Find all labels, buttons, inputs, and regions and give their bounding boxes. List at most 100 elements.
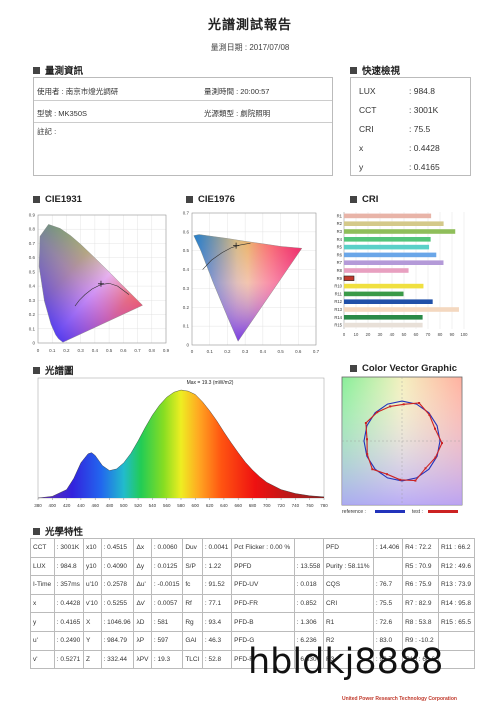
optics-cell: : 0.018 [293,575,324,595]
spectrum-x-tick: 400 [49,503,57,508]
cie1931-x-tick: 0 [37,348,40,353]
cvg-legend-reference-swatch [375,510,405,513]
section-quick: 快速檢視 [350,63,400,77]
cvg-test-point [414,479,417,482]
optics-cell: : 46.3 [201,630,233,651]
info-time: 量測時間 : 20:00:57 [204,87,270,96]
optics-cell: : 1.306 [293,612,324,632]
cie1976-y-tick: 0.2 [183,305,190,310]
cri-category-label: R9 [337,276,343,281]
cvg-test-point [402,403,405,406]
optics-cell: : 52.8 [201,649,233,670]
optics-row: y: 0.4165 X: 1046.96 λD: 581 Rg: 93.4 PFD-B:… [30,612,476,632]
optics-cell: Δv' [133,593,152,614]
cvg-test-point [428,413,431,416]
info-light-type: 光源類型 : 劇院照明 [204,109,271,118]
optics-cell: λPV [133,649,152,670]
optics-cell: : 77.1 [201,593,233,614]
footer-brand: United Power Research Technology Corpora… [342,696,457,702]
cie1976-x-tick: 0 [191,349,194,354]
optics-cell: : 72.6 [372,612,404,632]
optics-cell: : 1046.96 [100,612,135,632]
cri-x-tick: 20 [366,332,371,337]
optics-cell: : 0.0125 [150,556,184,577]
cie1931-x-tick: 0.1 [49,348,56,353]
cie1976-x-tick: 0.3 [242,349,249,354]
optics-cell: : 0.0041 [201,538,233,558]
spectrum-x-tick: 680 [249,503,257,508]
cie1976-y-tick: 0.6 [183,229,190,234]
optics-cell: CRI [322,593,374,614]
optics-cell: : 357ms [53,575,85,595]
optics-cell: Z [83,649,102,670]
optics-cell: : 6.830 [293,649,324,670]
cvg-test-point [364,422,367,424]
cri-x-tick: 100 [461,332,469,337]
spectrum-line [37,389,325,499]
section-cie1976: CIE1976 [186,194,235,205]
cie1931-y-tick: 0.7 [29,241,36,246]
spectrum-x-tick: 600 [192,503,200,508]
cri-bar [344,322,423,328]
optics-cell: Δu' [133,575,152,595]
cri-x-tick: 40 [390,332,395,337]
cie1931-x-tick: 0.2 [63,348,70,353]
section-info: 量測資訊 [33,63,83,77]
cri-category-label: R10 [334,284,342,289]
cvg-test-point [366,438,368,441]
cie1931-y-tick: 0.3 [29,298,36,303]
optics-cell: R3 [322,649,374,670]
cie1931-planckian-locus [74,282,130,307]
optics-cell: : -0.0015 [150,575,184,595]
cri-bar [343,275,355,281]
optics-cell: TLCI [182,649,203,670]
cie1931-x-tick: 0.8 [149,348,156,353]
cvg-test-point [441,442,443,445]
optics-cell: X [83,612,102,632]
cie1976-y-tick: 0.4 [183,267,190,272]
spectrum-area [38,390,324,498]
optics-cell: : 0.4515 [100,538,135,558]
spectrum-x-tick: 640 [220,503,228,508]
optics-cell: LUX [30,556,55,577]
optics-row: u': 0.2490 Y: 984.79 λP: 597 GAI: 46.3 PFD-G… [30,630,476,651]
cri-category-label: R11 [335,291,343,296]
optics-cell: : 91.52 [201,575,233,595]
optics-cell: Y [83,630,102,651]
optics-cell: x10 [83,538,102,558]
spectrum-x-tick: 480 [106,503,114,508]
spectrum-x-tick: 460 [91,503,99,508]
optics-cell: x [30,593,55,614]
cie1976-planckian-locus [202,242,251,270]
optics-cell: GAI [182,630,203,651]
cri-bar [344,299,433,304]
cri-bar [344,213,432,219]
optics-cell: : 0.5255 [100,593,135,614]
optics-cell: : 76.7 [372,575,404,595]
cvg-test-point [434,427,436,430]
spectrum-x-tick: 760 [306,503,314,508]
spectrum-x-tick: 500 [120,503,128,508]
optics-cell: : 0.2490 [53,630,85,651]
cri-bar [344,283,424,289]
report-title: 光譜測試報告 [207,17,292,32]
optics-cell: : 0.4090 [100,556,135,577]
optics-cell: u'10 [83,575,102,595]
cvg-test-point [371,468,374,471]
optics-cell: λP [133,630,152,651]
spectrum-x-tick: 700 [263,503,271,508]
cie1931-y-tick: 0.6 [29,255,36,260]
cri-category-label: R7 [337,260,343,265]
spectrum-x-tick: 780 [320,503,328,508]
cie1976-x-tick: 0.5 [277,349,284,354]
spectrum-x-tick: 580 [177,503,185,508]
optics-cell: λD [133,612,152,632]
watermark: hbldkj8888 [248,642,444,682]
cri-category-label: R13 [334,307,342,312]
cri-category-label: R5 [337,245,343,250]
optics-cell: y10 [83,556,102,577]
optics-cell: CCT [30,538,55,558]
cri-bar [344,244,430,250]
spectrum-x-tick: 620 [206,503,214,508]
optics-cell: v'10 [83,593,102,614]
